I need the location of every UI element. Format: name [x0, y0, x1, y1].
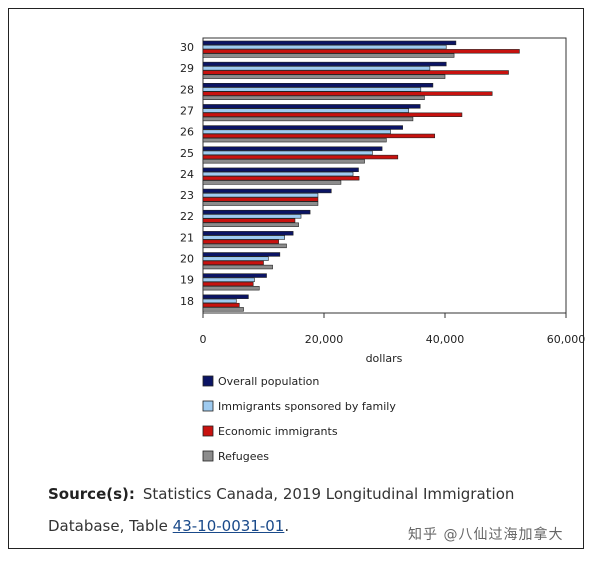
- legend-swatch: [202, 400, 214, 412]
- bar: [202, 171, 354, 177]
- table-link[interactable]: 43-10-0031-01: [172, 517, 285, 535]
- bar: [202, 231, 294, 236]
- source-text: Statistics Canada, 2019 Longitudinal Imm…: [48, 485, 515, 535]
- x-tick-label: 0: [200, 333, 207, 346]
- legend-label: Immigrants sponsored by family: [218, 400, 396, 413]
- x-axis-label: dollars: [366, 352, 403, 365]
- bar: [202, 277, 255, 282]
- bar: [202, 112, 463, 117]
- legend-label: Refugees: [218, 450, 269, 463]
- legend-swatch: [202, 450, 214, 462]
- bar: [202, 281, 254, 287]
- x-tick-label: 40,000: [426, 333, 465, 346]
- bar: [202, 256, 269, 261]
- bar: [202, 188, 332, 194]
- bar: [202, 260, 264, 266]
- bar: [202, 44, 447, 50]
- y-tick-label: 20: [180, 253, 194, 266]
- y-tick-label: 18: [180, 295, 194, 308]
- bar: [202, 243, 287, 249]
- legend-label: Economic immigrants: [218, 425, 338, 438]
- bar: [202, 87, 422, 92]
- x-tick-label: 20,000: [305, 333, 344, 346]
- bar: [202, 146, 383, 151]
- bar: [202, 154, 399, 160]
- y-tick-label: 27: [180, 104, 194, 117]
- bar: [202, 83, 434, 88]
- bar: [202, 180, 342, 185]
- legend-swatch: [202, 375, 214, 387]
- source-end: .: [284, 517, 290, 535]
- bar: [202, 192, 319, 198]
- y-tick-label: 23: [180, 189, 194, 202]
- y-tick-label: 24: [180, 168, 194, 181]
- bar: [202, 150, 373, 156]
- y-tick-label: 29: [180, 62, 194, 75]
- bar: [202, 302, 240, 308]
- bar: [202, 167, 359, 173]
- bar: [202, 116, 414, 122]
- bar: [202, 104, 421, 109]
- bar: [202, 197, 319, 202]
- bar: [202, 235, 285, 240]
- bar-chart: 0 20,000 40,000 60,000 18 19 20 21 22 23 24 25 26 27 2…: [180, 37, 586, 463]
- y-tick-label: 19: [180, 274, 194, 287]
- y-tick-label: 22: [180, 210, 194, 223]
- bar: [202, 294, 249, 299]
- bar: [202, 91, 493, 96]
- y-tick-label: 28: [180, 83, 194, 96]
- bar: [202, 95, 425, 101]
- source-note: Source(s): Statistics Canada, 2019 Longit…: [48, 478, 568, 542]
- bar: [202, 214, 302, 219]
- bar: [202, 125, 403, 130]
- bar: [202, 201, 319, 206]
- bar: [202, 239, 279, 244]
- y-tick-label: 21: [180, 231, 194, 244]
- watermark: 知乎 @八仙过海加拿大: [408, 527, 564, 543]
- bar: [202, 252, 281, 257]
- bar: [202, 218, 296, 223]
- bar: [202, 66, 431, 71]
- bar: [202, 70, 509, 75]
- bar: [202, 209, 311, 215]
- x-tick-label: 60,000: [547, 333, 586, 346]
- bar: [202, 307, 244, 312]
- y-tick-label: 26: [180, 126, 194, 139]
- bar: [202, 285, 260, 291]
- bar: [202, 108, 409, 113]
- bar: [202, 137, 387, 143]
- legend-swatch: [202, 425, 214, 437]
- y-tick-label: 30: [180, 41, 194, 54]
- bar: [202, 264, 273, 270]
- bar: [202, 40, 457, 46]
- source-label: Source(s):: [48, 485, 135, 503]
- bar: [202, 129, 391, 134]
- bar: [202, 298, 237, 304]
- bar: [202, 222, 299, 227]
- bar: [202, 49, 520, 54]
- y-tick-label: 25: [180, 147, 194, 160]
- legend-label: Overall population: [218, 375, 319, 388]
- bar: [202, 53, 455, 58]
- bar: [202, 61, 447, 67]
- bar: [202, 159, 365, 164]
- bar: [202, 74, 446, 79]
- bar: [202, 176, 360, 181]
- bar: [202, 273, 267, 278]
- bar: [202, 133, 436, 139]
